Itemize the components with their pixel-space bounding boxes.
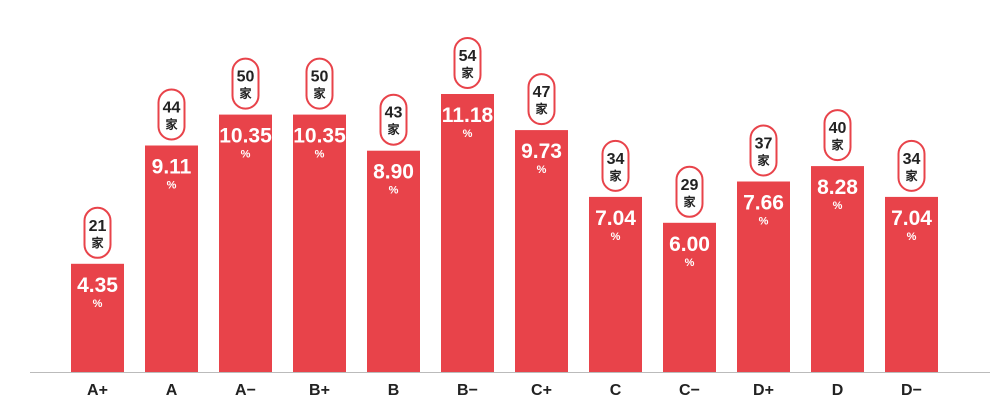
value-unit-8: % xyxy=(611,231,621,243)
count-label-11: 40 xyxy=(829,120,847,137)
value-unit-2: % xyxy=(167,180,177,192)
count-badge-4 xyxy=(305,57,334,110)
count-unit-12: 家 xyxy=(905,168,918,183)
count-label-9: 29 xyxy=(681,177,699,194)
value-label-10: 7.66 xyxy=(743,192,784,215)
value-unit-3: % xyxy=(241,149,251,161)
bar-11 xyxy=(811,166,864,372)
value-label-6: 11.18 xyxy=(442,104,494,127)
value-unit-7: % xyxy=(537,164,547,176)
value-unit-9: % xyxy=(685,257,695,269)
count-badge-3 xyxy=(231,57,260,110)
count-badge-2 xyxy=(157,88,186,141)
bar-2 xyxy=(145,145,198,372)
value-label-2: 9.11 xyxy=(152,156,192,179)
count-unit-11: 家 xyxy=(831,137,844,152)
count-badge-5 xyxy=(379,93,408,146)
count-label-3: 50 xyxy=(237,69,255,86)
x-tick-label-3: A− xyxy=(235,382,256,399)
x-tick-label-4: B+ xyxy=(309,382,330,399)
value-unit-11: % xyxy=(833,200,843,212)
count-badge-8 xyxy=(601,139,630,192)
count-unit-6: 家 xyxy=(461,65,474,80)
count-badge-1 xyxy=(83,206,112,259)
value-unit-5: % xyxy=(389,185,399,197)
bar-4 xyxy=(293,114,346,372)
count-badge-9 xyxy=(675,165,704,218)
count-label-2: 44 xyxy=(163,100,181,117)
count-badge-6 xyxy=(453,37,482,89)
bar-1 xyxy=(71,263,124,372)
count-unit-8: 家 xyxy=(609,168,622,183)
count-label-1: 21 xyxy=(89,218,107,235)
count-unit-7: 家 xyxy=(535,101,548,116)
count-label-10: 37 xyxy=(755,136,773,153)
bar-10 xyxy=(737,181,790,372)
value-label-4: 10.35 xyxy=(293,125,346,148)
count-label-5: 43 xyxy=(385,105,403,122)
bar-12 xyxy=(885,196,938,372)
bar-5 xyxy=(367,150,420,372)
value-label-9: 6.00 xyxy=(669,233,710,256)
count-unit-1: 家 xyxy=(91,235,104,250)
count-unit-10: 家 xyxy=(757,153,770,168)
count-badge-7 xyxy=(527,73,556,126)
bars-layer xyxy=(71,94,938,372)
count-unit-2: 家 xyxy=(165,117,178,132)
count-badge-12 xyxy=(897,139,926,192)
x-tick-label-9: C− xyxy=(679,382,700,399)
count-label-8: 34 xyxy=(607,151,625,168)
x-tick-label-7: C+ xyxy=(531,382,552,399)
bar-3 xyxy=(219,114,272,372)
value-label-3: 10.35 xyxy=(219,125,272,148)
count-unit-9: 家 xyxy=(683,194,696,209)
labels-layer: 4.35%9.11%10.35%10.35%8.90%11.18%9.73%7.… xyxy=(77,104,932,310)
x-tick-label-6: B− xyxy=(457,382,478,399)
bar-8 xyxy=(589,196,642,372)
bar-6 xyxy=(441,94,494,372)
value-label-11: 8.28 xyxy=(817,176,858,199)
value-label-1: 4.35 xyxy=(77,274,118,297)
bar-9 xyxy=(663,222,716,372)
value-label-5: 8.90 xyxy=(373,161,414,184)
value-unit-4: % xyxy=(315,149,325,161)
x-tick-label-10: D+ xyxy=(753,382,774,399)
value-label-7: 9.73 xyxy=(521,140,562,163)
count-label-7: 47 xyxy=(533,84,551,101)
value-label-8: 7.04 xyxy=(595,207,636,230)
count-unit-5: 家 xyxy=(387,122,400,137)
bar-7 xyxy=(515,130,568,372)
x-tick-label-11: D xyxy=(832,382,844,399)
count-label-4: 50 xyxy=(311,69,329,86)
x-tick-label-12: D− xyxy=(901,382,922,399)
count-unit-3: 家 xyxy=(239,86,252,101)
x-tick-label-1: A+ xyxy=(87,382,108,399)
count-label-12: 34 xyxy=(903,151,921,168)
value-unit-1: % xyxy=(93,298,103,310)
count-badge-10 xyxy=(749,124,778,177)
x-axis-ticks: A+ A A− B+ B B− C+ C C− D+ D D− xyxy=(87,382,922,399)
x-tick-label-8: C xyxy=(610,382,622,399)
value-unit-6: % xyxy=(463,128,473,140)
count-badge-11 xyxy=(823,109,852,162)
x-tick-label-2: A xyxy=(166,382,178,399)
count-unit-4: 家 xyxy=(313,86,326,101)
x-tick-label-5: B xyxy=(388,382,400,399)
value-label-12: 7.04 xyxy=(891,207,932,230)
count-label-6: 54 xyxy=(459,48,477,65)
value-unit-10: % xyxy=(759,216,769,228)
value-unit-12: % xyxy=(907,231,917,243)
